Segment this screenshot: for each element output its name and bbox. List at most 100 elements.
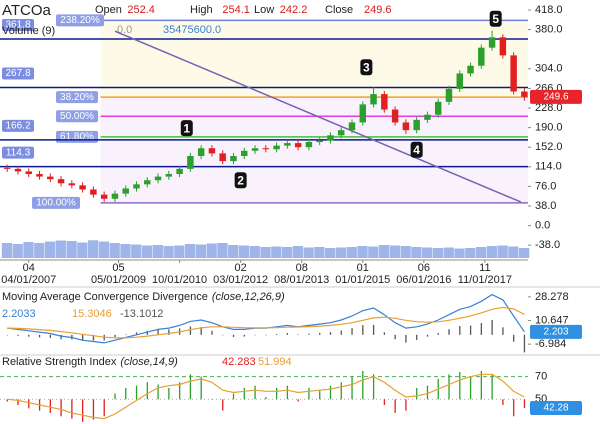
rsi-bar — [513, 399, 515, 417]
rsi-bar — [60, 399, 62, 417]
volume-bar — [422, 247, 433, 258]
header-value: 249.6 — [364, 4, 392, 16]
histogram-bar — [275, 334, 278, 335]
candle-body — [510, 55, 517, 92]
volume-bar — [378, 245, 390, 258]
candle-body — [381, 94, 388, 110]
rsi-bar — [92, 399, 95, 420]
volume-min-label: 0.0 — [117, 24, 132, 36]
candle-body — [36, 174, 43, 177]
fib-label: 100.00% — [36, 198, 76, 209]
candle-body — [144, 180, 151, 185]
histogram-bar — [168, 329, 170, 335]
x-tick-short: 02 — [235, 262, 247, 274]
volume-bar — [497, 245, 508, 258]
level-label-box — [2, 67, 34, 80]
volume-bar — [66, 241, 77, 258]
candle-body — [197, 148, 205, 156]
rsi-bar — [319, 390, 321, 400]
x-tick-label: 03/01/2012 — [213, 274, 268, 286]
rsi-bar — [383, 399, 386, 405]
rsi-bar — [405, 399, 407, 411]
last-value-box — [530, 324, 582, 339]
histogram-bar — [92, 334, 95, 341]
y-tick-label: 76.0 — [535, 180, 556, 192]
volume-bar — [184, 244, 196, 258]
histogram-bar — [157, 329, 159, 335]
y-tick-label: 38.0 — [535, 200, 556, 212]
candle-body — [230, 155, 237, 162]
candle-body — [273, 145, 280, 150]
rsi-bar — [416, 387, 418, 400]
rsi-bar — [426, 385, 429, 400]
histogram-bar — [232, 334, 235, 337]
histogram-bar — [340, 330, 342, 335]
level-label-box — [2, 18, 34, 31]
header-name: Low — [254, 4, 274, 16]
volume-bar — [1, 243, 13, 258]
rsi-bar — [308, 387, 310, 400]
level-label: 267.8 — [5, 68, 30, 79]
candle-body — [359, 104, 367, 123]
volume-bar — [249, 246, 260, 258]
header-value: 242.2 — [280, 4, 308, 16]
candle-body — [187, 155, 194, 169]
volume-bar — [303, 247, 314, 258]
volume-bar — [368, 246, 379, 258]
rsi-bar — [459, 372, 461, 400]
last-price: 249.6 — [543, 92, 568, 103]
rsi-bar — [6, 399, 8, 402]
x-tick-label: 06/01/2016 — [396, 274, 451, 286]
y-tick-label: 70 — [535, 371, 547, 383]
volume-bar — [475, 247, 487, 258]
candle-body — [122, 188, 129, 194]
fib-label: 38.20% — [60, 92, 94, 103]
volume-bar — [314, 247, 325, 258]
level-label: 166.2 — [5, 121, 30, 132]
candle-body — [478, 47, 485, 66]
fib-label: 61.80% — [60, 132, 94, 143]
histogram-bar — [405, 334, 407, 343]
histogram-bar — [286, 333, 289, 335]
histogram-bar — [523, 334, 526, 353]
histogram-bar — [265, 334, 267, 336]
histogram-bar — [254, 334, 256, 336]
rsi-bar — [200, 376, 202, 400]
wave-label: 1 — [183, 121, 190, 135]
candle-body — [456, 73, 463, 89]
line-signal — [7, 306, 525, 339]
candle-body — [14, 168, 22, 172]
x-tick-label: 11/01/2017 — [458, 274, 512, 286]
histogram-bar — [114, 334, 116, 338]
rsi-bar — [254, 385, 256, 400]
rsi-bar — [189, 374, 192, 400]
rsi-bar — [71, 399, 73, 419]
header-value: 252.4 — [127, 4, 155, 16]
volume-bar — [55, 240, 66, 258]
histogram-bar — [513, 334, 515, 342]
legend-value: 2.2033 — [2, 308, 36, 320]
y-tick-label: -38.0 — [535, 239, 560, 251]
volume-max-label: 35475600.0 — [163, 24, 221, 36]
legend-value: 51.994 — [258, 356, 292, 368]
rsi-bar — [211, 399, 213, 400]
line-signal — [7, 373, 525, 420]
volume-bar — [152, 245, 163, 258]
volume-bar — [34, 243, 45, 258]
volume-bar — [325, 248, 336, 258]
candle-body — [208, 148, 216, 154]
rsi-bar — [265, 397, 267, 400]
fib-label-box — [32, 196, 80, 209]
volume-bar — [141, 245, 153, 258]
histogram-bar — [448, 329, 450, 335]
panel-params: (close,14,9) — [120, 356, 178, 368]
legend-value: 15.3046 — [72, 308, 112, 320]
histogram-bar — [297, 334, 299, 336]
volume-bar — [77, 242, 88, 258]
volume-bar — [88, 240, 99, 258]
candle-body — [165, 174, 173, 177]
candle-body — [327, 135, 334, 141]
candle-body — [445, 88, 453, 102]
x-tick-short: 08 — [296, 262, 308, 274]
wave-box — [360, 59, 373, 76]
